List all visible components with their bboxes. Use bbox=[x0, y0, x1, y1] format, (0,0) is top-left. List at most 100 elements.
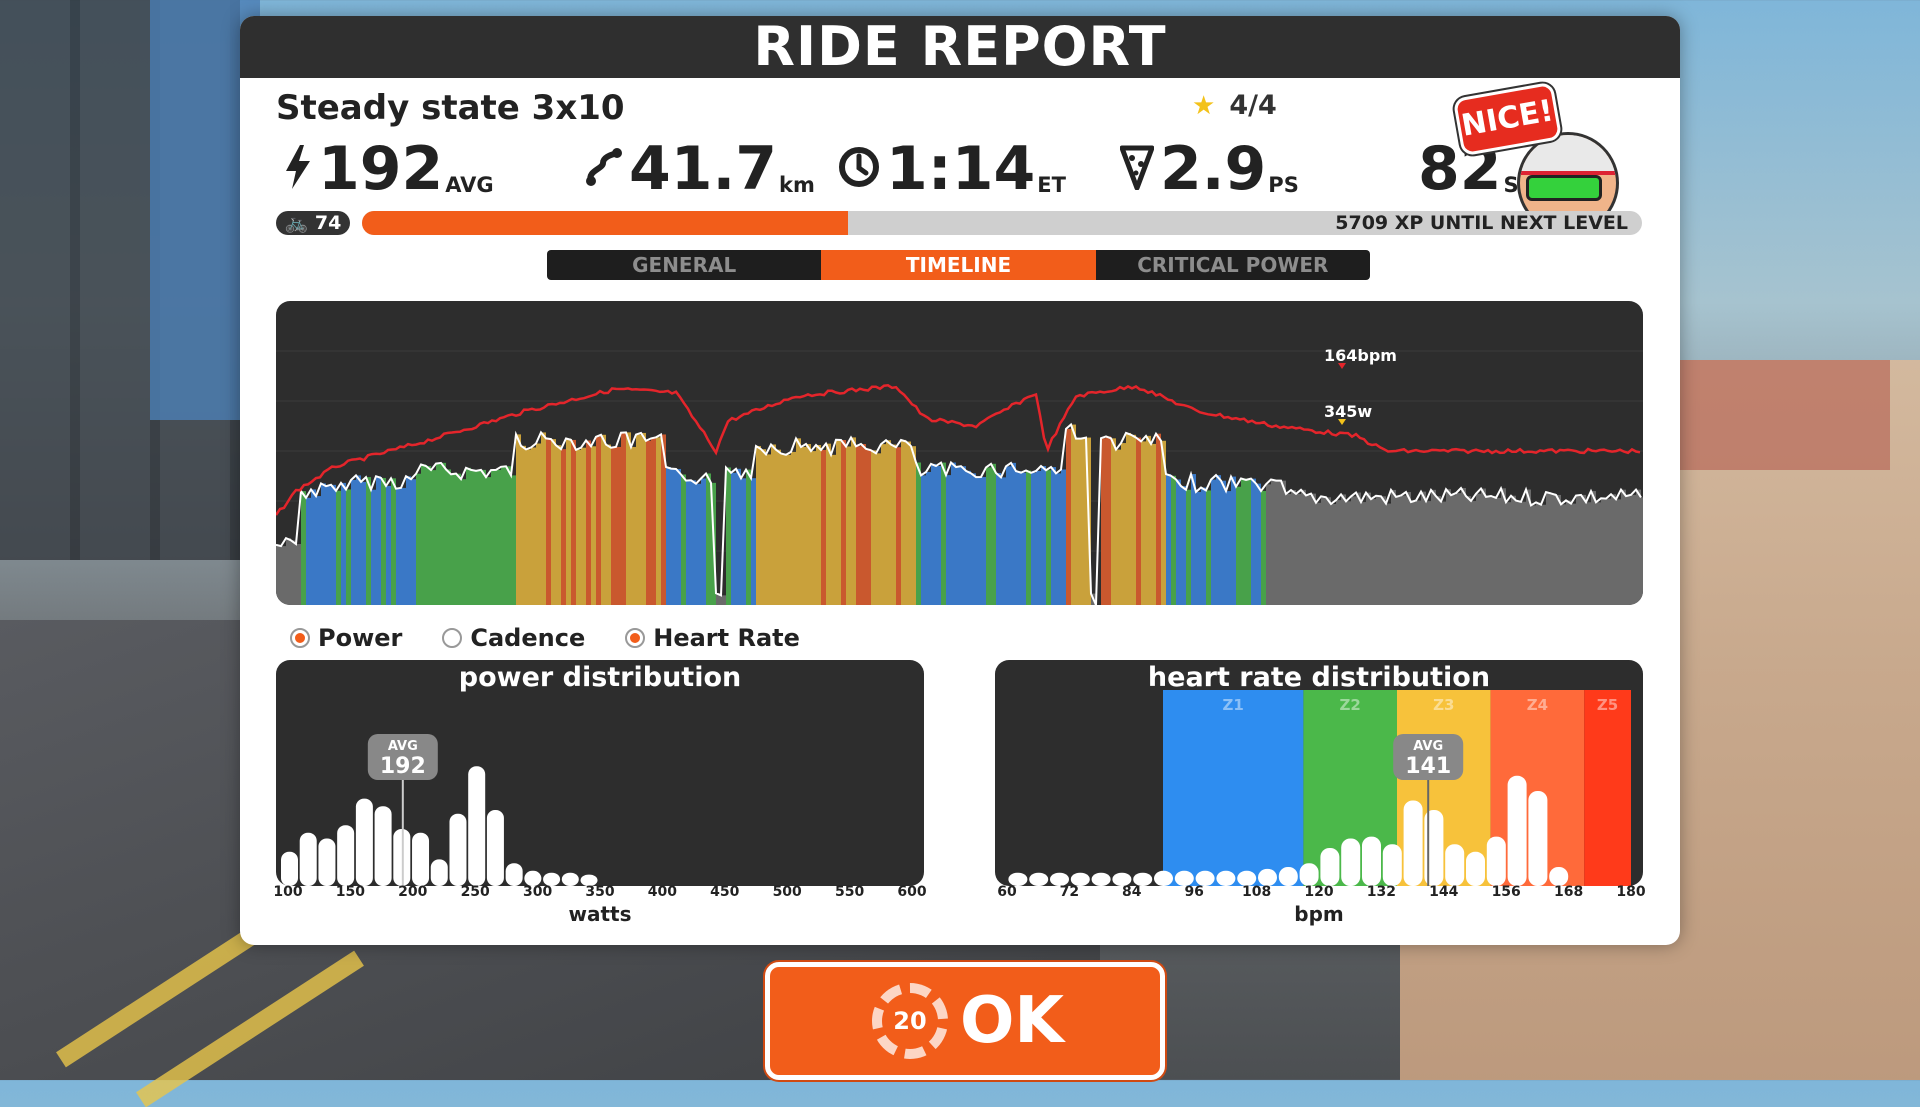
heart-rate-radio[interactable] bbox=[625, 628, 646, 648]
timeline-bar bbox=[1601, 498, 1606, 605]
timeline-bar bbox=[746, 469, 751, 605]
timeline-bar bbox=[966, 470, 971, 605]
timeline-bar bbox=[756, 445, 761, 605]
hr-dist-bar bbox=[1091, 872, 1111, 886]
hr-axis-ticks: 60 72 84 96 108 120 132 144 156 168 180 bbox=[995, 884, 1645, 906]
distance-unit: km bbox=[779, 172, 815, 197]
timeline-bar bbox=[1571, 503, 1576, 605]
tab-general[interactable]: GENERAL bbox=[547, 250, 822, 280]
timeline-bar bbox=[776, 449, 781, 605]
timeline-bar bbox=[1481, 488, 1486, 605]
legend-heart-rate[interactable]: Heart Rate bbox=[625, 624, 800, 652]
timeline-bar bbox=[586, 440, 591, 605]
timeline-bar bbox=[286, 538, 291, 605]
timeline-bar bbox=[1011, 462, 1016, 605]
timeline-bar bbox=[421, 464, 426, 605]
ok-button[interactable]: 20 OK bbox=[765, 962, 1165, 1080]
hr-tick: 132 bbox=[1366, 884, 1397, 900]
peak-hr-label: 164bpm bbox=[1324, 346, 1397, 365]
timeline-bar bbox=[1036, 470, 1041, 605]
timeline-bar bbox=[726, 467, 731, 605]
timeline-bar bbox=[1166, 474, 1171, 605]
timeline-bar bbox=[1031, 472, 1036, 605]
timeline-bar bbox=[1641, 497, 1643, 605]
timeline-bar bbox=[1116, 449, 1121, 605]
timeline-bar bbox=[706, 473, 711, 605]
timeline-chart: 164bpm 345w bbox=[276, 301, 1643, 605]
timeline-bar bbox=[1436, 496, 1441, 605]
timeline-bar bbox=[906, 441, 911, 605]
hr-dist-bar bbox=[1070, 872, 1090, 886]
timeline-bar bbox=[1076, 438, 1081, 605]
power-tick: 550 bbox=[834, 884, 865, 900]
timeline-bar bbox=[526, 449, 531, 605]
timeline-bar bbox=[1211, 479, 1216, 605]
legend-power[interactable]: Power bbox=[290, 624, 402, 652]
power-dist-bar bbox=[281, 851, 298, 886]
timeline-bar bbox=[1361, 502, 1366, 605]
timeline-bar bbox=[416, 473, 421, 605]
timeline-bar bbox=[1286, 493, 1291, 605]
timeline-bar bbox=[496, 469, 501, 605]
power-tick: 600 bbox=[897, 884, 927, 900]
timeline-bar bbox=[1146, 435, 1151, 605]
panel-title: RIDE REPORT bbox=[240, 16, 1680, 78]
tab-critical-power[interactable]: CRITICAL POWER bbox=[1095, 250, 1370, 280]
timeline-bar bbox=[1251, 478, 1256, 605]
timeline-bar bbox=[431, 470, 436, 605]
timeline-bar bbox=[1431, 489, 1436, 605]
timeline-bar bbox=[1291, 490, 1296, 605]
timeline-bar bbox=[766, 454, 771, 605]
timeline-bar bbox=[921, 475, 926, 605]
hr-dist-bar bbox=[1382, 844, 1402, 886]
hr-avg-badge bbox=[1393, 734, 1464, 780]
timeline-bar bbox=[1381, 496, 1386, 605]
timeline-bar bbox=[1536, 502, 1541, 605]
ok-label: OK bbox=[960, 984, 1064, 1058]
timeline-bar bbox=[1231, 476, 1236, 605]
timeline-bar bbox=[1296, 493, 1301, 605]
timeline-bar bbox=[406, 476, 411, 605]
timeline-bar bbox=[1416, 500, 1421, 605]
hr-dist-bar bbox=[1008, 872, 1028, 886]
timeline-bar bbox=[381, 477, 386, 605]
cadence-radio[interactable] bbox=[442, 628, 463, 648]
timeline-bar bbox=[946, 475, 951, 605]
timeline-bar bbox=[506, 466, 511, 605]
timeline-bar bbox=[1246, 479, 1251, 605]
hr-dist-bar bbox=[1216, 870, 1236, 886]
timeline-bar bbox=[441, 462, 446, 605]
timeline-bar bbox=[821, 449, 826, 605]
legend-cadence[interactable]: Cadence bbox=[442, 624, 585, 652]
timeline-bar bbox=[1311, 493, 1316, 605]
stars-count: 4/4 bbox=[1229, 90, 1277, 121]
timeline-bar bbox=[1516, 500, 1521, 605]
timeline-bar bbox=[1136, 437, 1141, 605]
timeline-bar bbox=[1486, 496, 1491, 605]
power-radio[interactable] bbox=[290, 628, 310, 648]
timeline-bar bbox=[1621, 489, 1626, 605]
timeline-bar bbox=[996, 473, 1001, 605]
hr-dist-bar bbox=[1154, 870, 1173, 886]
hr-zone-band bbox=[1163, 690, 1304, 886]
timeline-bar bbox=[831, 454, 836, 605]
workout-stars: ★ 4/4 bbox=[1192, 90, 1277, 121]
timeline-bar bbox=[1306, 495, 1311, 605]
timeline-bar bbox=[1206, 490, 1211, 605]
tab-timeline[interactable]: TIMELINE bbox=[821, 250, 1096, 280]
timeline-bar bbox=[356, 475, 361, 605]
timeline-bar bbox=[911, 446, 916, 605]
timeline-bar bbox=[1141, 441, 1146, 605]
timeline-bar bbox=[1321, 496, 1326, 605]
timeline-bar bbox=[546, 438, 551, 605]
timeline-bar bbox=[601, 434, 606, 605]
power-tick: 100 bbox=[273, 884, 303, 900]
hr-tick: 168 bbox=[1553, 884, 1584, 900]
timeline-bar bbox=[1316, 502, 1321, 605]
stat-pizza: 2.9PS bbox=[1119, 134, 1299, 204]
sunglasses bbox=[1526, 175, 1602, 201]
power-distribution-chart: power distribution AVG 192 bbox=[276, 660, 924, 886]
hr-dist-bar bbox=[1258, 868, 1277, 886]
timeline-bar bbox=[1366, 492, 1371, 605]
power-line bbox=[276, 422, 1642, 605]
